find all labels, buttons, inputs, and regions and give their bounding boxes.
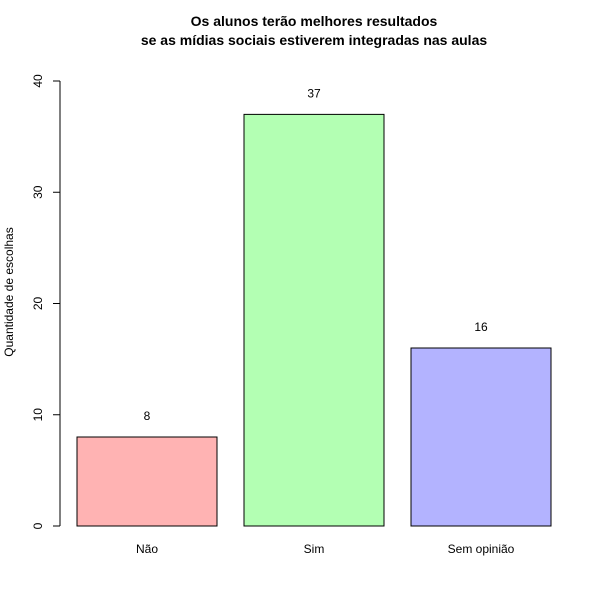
y-tick-label: 40 bbox=[31, 74, 45, 88]
bar bbox=[76, 436, 218, 527]
bar-value-label: 37 bbox=[307, 86, 321, 100]
y-tick-label: 30 bbox=[31, 185, 45, 199]
chart-title-line-1: Os alunos terão melhores resultados bbox=[191, 13, 438, 29]
category-labels-group: Não Sim Sem opinião bbox=[136, 542, 515, 556]
y-axis-label: Quantidade de escolhas bbox=[2, 227, 16, 356]
y-tick-label: 20 bbox=[31, 297, 45, 311]
category-label: Sem opinião bbox=[448, 542, 515, 556]
chart-title-line-2: se as mídias sociais estiverem integrada… bbox=[141, 32, 488, 48]
category-label: Não bbox=[136, 542, 158, 556]
y-tick-label: 0 bbox=[31, 522, 45, 529]
bar bbox=[410, 347, 552, 527]
bar-value-label: 16 bbox=[474, 320, 488, 334]
y-axis: 0 10 20 30 40 bbox=[31, 74, 61, 529]
data-labels-group: 8 37 16 bbox=[144, 86, 488, 423]
y-tick-label: 10 bbox=[31, 408, 45, 422]
bar bbox=[243, 113, 385, 527]
bar-value-label: 8 bbox=[144, 409, 151, 423]
bars-group bbox=[76, 113, 552, 527]
category-label: Sim bbox=[304, 542, 325, 556]
